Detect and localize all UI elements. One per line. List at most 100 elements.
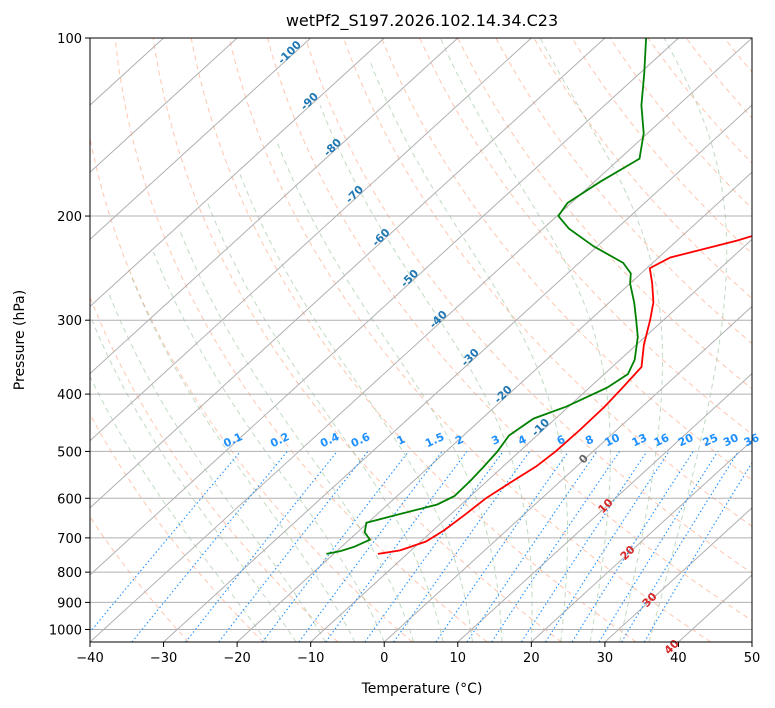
mixing-ratio-line xyxy=(90,451,241,633)
isotherm-label: -20 xyxy=(492,383,515,406)
isotherm-label: -30 xyxy=(459,346,482,369)
isotherm-label: -60 xyxy=(369,226,392,249)
x-axis-title: Temperature (°C) xyxy=(361,681,483,697)
isotherm-label: -90 xyxy=(298,90,321,113)
isotherm-line xyxy=(751,641,752,642)
axes: −40 −30 −20 −10 0 10 20 30 40 5010020030040050060… xyxy=(49,32,760,666)
x-tick-label: −40 xyxy=(76,651,103,666)
mixing-ratio-line xyxy=(325,451,468,642)
y-tick-label: 900 xyxy=(57,596,82,611)
dry-adiabat-line xyxy=(190,38,637,642)
x-tick-label: 10 xyxy=(450,651,467,666)
y-tick-label: 300 xyxy=(57,314,82,329)
isotherm-line xyxy=(383,305,752,642)
isotherm-line xyxy=(530,439,752,642)
mixing-ratio-line xyxy=(364,451,504,642)
mixing-ratio-line xyxy=(185,451,338,642)
isoline-labels: -100-90-80-70-60-50-40-30-20-100.1 0.2 0.4… xyxy=(221,38,761,657)
mixing-ratio-label: 10 xyxy=(602,431,622,449)
mixing-ratio-label: 20 xyxy=(676,431,696,449)
dry-adiabat-line xyxy=(343,38,752,527)
dry-adiabat-line xyxy=(114,38,488,642)
moist-adiabat-line xyxy=(90,375,267,642)
y-tick-label: 100 xyxy=(57,32,82,47)
mixing-ratio-line xyxy=(218,451,369,642)
y-tick-label: 500 xyxy=(57,445,82,460)
mixing-ratio-label: 0.1 xyxy=(221,430,244,450)
isotherm-line xyxy=(163,104,752,642)
moist-adiabat-line xyxy=(440,38,611,642)
mixing-ratio-line xyxy=(393,451,531,642)
dry-adiabat-line xyxy=(90,295,339,642)
mixing-ratio-label: 0.6 xyxy=(349,430,372,450)
mixing-ratio-line xyxy=(491,451,621,642)
mixing-ratio-line xyxy=(598,451,719,642)
isotherm-line xyxy=(310,238,752,642)
mixing-ratio-label: 1.5 xyxy=(423,430,446,450)
dry-adiabat-line xyxy=(647,38,752,164)
x-tick-label: 20 xyxy=(523,651,540,666)
plot-frame xyxy=(89,37,753,643)
y-tick-label: 1000 xyxy=(49,623,82,638)
mixing-ratio-line xyxy=(643,461,752,642)
mixing-ratio-label: 8 xyxy=(583,433,595,448)
moist-adiabat-line xyxy=(319,105,533,642)
temperature-profile-line xyxy=(377,235,752,555)
isotherm-line xyxy=(90,38,312,241)
isotherm-line xyxy=(457,372,752,642)
dry-adiabat-line xyxy=(762,38,775,642)
mixing-ratio-line xyxy=(298,451,443,642)
x-tick-label: 0 xyxy=(380,651,388,666)
moist-adiabat-line xyxy=(153,251,385,642)
background-grid xyxy=(90,38,775,642)
mixing-ratio-line xyxy=(521,451,648,642)
x-tick-label: −10 xyxy=(297,651,324,666)
dry-adiabat-line xyxy=(533,38,752,300)
sounding-profiles xyxy=(326,38,752,555)
x-tick-label: 30 xyxy=(597,651,614,666)
isotherm-line xyxy=(90,38,606,509)
y-axis-title: Pressure (hPa) xyxy=(12,290,28,390)
isotherm-line xyxy=(90,38,238,173)
mixing-ratio-line xyxy=(131,451,288,642)
y-tick-label: 600 xyxy=(57,492,82,507)
isotherm-label: -40 xyxy=(427,308,450,331)
mixing-ratio-line xyxy=(262,451,409,642)
mixing-ratio-line xyxy=(621,451,739,642)
isotherm-label: -70 xyxy=(343,183,366,206)
dry-adiabat-line xyxy=(495,38,752,345)
moist-adiabat-line xyxy=(90,313,297,642)
isotherm-line xyxy=(90,38,752,642)
mixing-ratio-label: 0.2 xyxy=(268,430,291,450)
dry-adiabat-line xyxy=(381,38,752,481)
mixing-ratio-label: 0.4 xyxy=(318,430,341,450)
y-tick-label: 200 xyxy=(57,210,82,225)
moist-adiabat-line xyxy=(239,174,473,642)
y-tick-label: 800 xyxy=(57,566,82,581)
dry-adiabat-line xyxy=(304,38,752,574)
dry-adiabat-line xyxy=(152,38,562,642)
isotherm-line xyxy=(604,507,752,642)
mixing-ratio-label: 16 xyxy=(652,431,672,449)
isotherm-line xyxy=(236,171,752,642)
x-tick-label: −30 xyxy=(150,651,177,666)
mixing-ratio-label: 3 xyxy=(489,433,501,448)
mixing-ratio-label: 13 xyxy=(630,431,649,449)
moist-adiabat-line xyxy=(207,202,444,642)
x-tick-label: 50 xyxy=(744,651,761,666)
dry-adiabat-line xyxy=(685,38,752,119)
dewpoint-profile-line xyxy=(326,38,647,555)
dry-adiabat-line xyxy=(228,38,712,642)
mixing-ratio-label: 25 xyxy=(701,431,720,449)
chart-title: wetPf2_S197.2026.102.14.34.C23 xyxy=(286,11,558,31)
y-tick-label: 400 xyxy=(57,388,82,403)
dry-adiabat-line xyxy=(266,38,752,622)
moist-adiabat-line xyxy=(178,228,415,642)
mixing-ratio-line xyxy=(435,451,569,642)
y-tick-label: 700 xyxy=(57,532,82,547)
isotherm-line xyxy=(90,38,385,308)
dry-adiabat-line xyxy=(90,516,190,642)
dry-adiabat-line xyxy=(90,413,264,642)
mixing-ratio-line xyxy=(466,451,598,642)
moist-adiabat-line xyxy=(129,273,356,642)
